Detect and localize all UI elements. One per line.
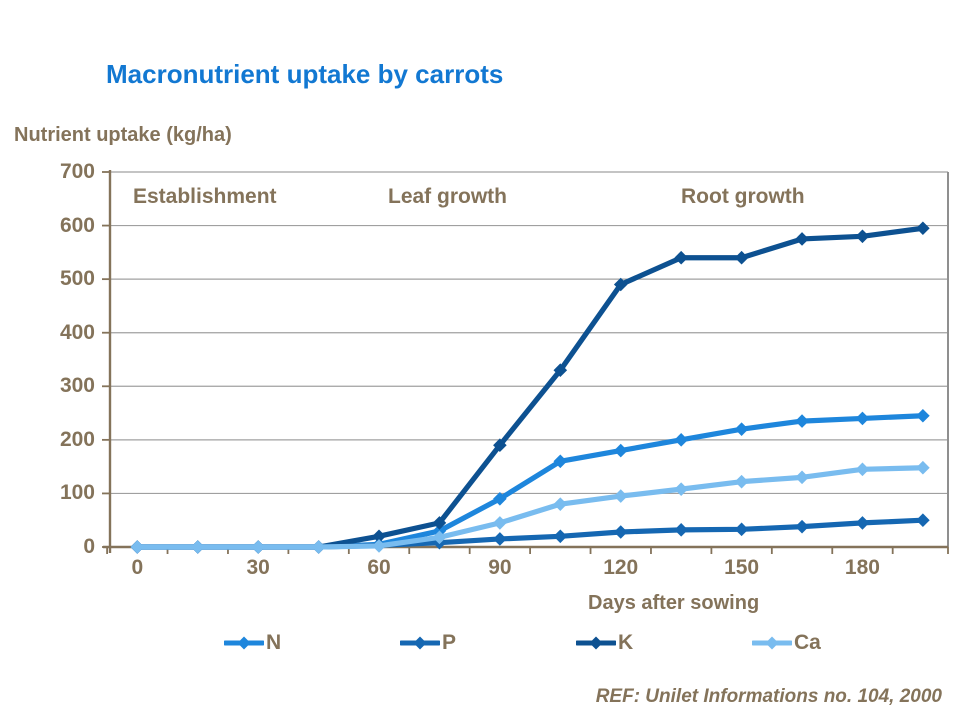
data-point-Ca-day90 [493,516,507,530]
x-tick-label-0: 0 [131,556,144,579]
phase-label-root-growth: Root growth [681,185,805,208]
x-tick-label-90: 90 [488,556,512,579]
data-point-N-day150 [734,422,749,436]
x-tick-label-180: 180 [844,556,880,579]
chart-title: Macronutrient uptake by carrots [106,59,504,90]
legend-item-p: P [400,630,456,656]
x-axis-title: Days after sowing [588,592,760,614]
data-point-P-day120 [613,525,628,539]
data-point-Ca-day135 [674,482,688,496]
data-point-K-day195 [916,221,930,236]
data-point-K-day135 [674,250,688,265]
data-point-P-day150 [734,522,749,537]
data-point-Ca-day120 [613,489,628,503]
data-point-Ca-day180 [855,462,870,477]
data-point-P-day90 [493,532,507,546]
data-point-N-day90 [493,491,507,506]
legend-label-k: K [618,631,634,654]
data-point-P-day105 [553,529,568,544]
data-point-K-day105 [553,363,568,378]
data-point-Ca-day0 [130,540,145,554]
legend-label-n: N [266,631,282,654]
y-tick-label-200: 200 [59,427,95,451]
legend-label-p: P [442,631,457,654]
y-axis-title: Nutrient uptake (kg/ha) [14,124,232,146]
phase-label-leaf-growth: Leaf growth [388,185,507,208]
phase-label-establishment: Establishment [133,185,277,208]
y-tick-label-700: 700 [59,160,95,183]
legend-item-ca: Ca [752,630,821,656]
x-tick-label-120: 120 [603,556,639,579]
legend-label-ca: Ca [794,631,821,654]
data-point-K-day120 [613,277,628,292]
y-tick-label-600: 600 [59,213,95,237]
reference-citation: REF: Unilet Informations no. 104, 2000 [595,686,942,707]
data-point-N-day105 [553,454,568,469]
data-point-P-day135 [674,523,688,537]
legend-marker-n-icon [224,636,264,650]
y-tick-label-400: 400 [59,320,95,344]
y-tick-label-0: 0 [83,535,95,558]
data-point-Ca-day105 [553,497,568,511]
y-tick-label-300: 300 [59,374,95,398]
legend-marker-ca-icon [752,636,792,650]
data-point-N-day120 [613,443,628,458]
data-point-Ca-day30 [251,540,265,554]
data-point-K-day180 [855,229,870,244]
data-point-Ca-day165 [795,470,809,485]
legend-marker-p-icon [400,636,440,650]
data-point-K-day150 [734,250,749,265]
data-point-K-day60 [372,529,386,544]
legend-item-n: N [224,630,281,656]
legend-marker-k-icon [576,636,616,650]
series-line-Ca [134,465,926,550]
legend-item-k: K [576,630,633,656]
data-point-P-day165 [795,519,809,534]
y-tick-label-100: 100 [59,481,95,505]
data-point-N-day165 [795,414,809,428]
data-point-Ca-day75 [432,530,447,545]
data-point-N-day195 [916,408,930,423]
chart-legend: N P K Ca [0,630,960,658]
data-point-Ca-day45 [311,540,326,554]
data-point-Ca-day60 [372,539,386,553]
data-point-P-day195 [916,513,930,528]
series-line-K [134,225,926,550]
data-point-K-day165 [795,232,809,246]
x-tick-label-150: 150 [724,556,760,579]
data-point-Ca-day195 [916,460,930,475]
data-point-N-day135 [674,433,688,447]
data-point-Ca-day15 [190,540,205,554]
x-tick-label-30: 30 [246,556,270,579]
data-point-K-day75 [432,516,447,530]
data-point-N-day180 [855,411,870,426]
data-point-P-day180 [855,516,870,530]
data-point-K-day90 [493,438,507,453]
x-tick-label-60: 60 [367,556,391,579]
y-tick-label-500: 500 [59,267,95,291]
data-point-Ca-day150 [734,474,749,489]
